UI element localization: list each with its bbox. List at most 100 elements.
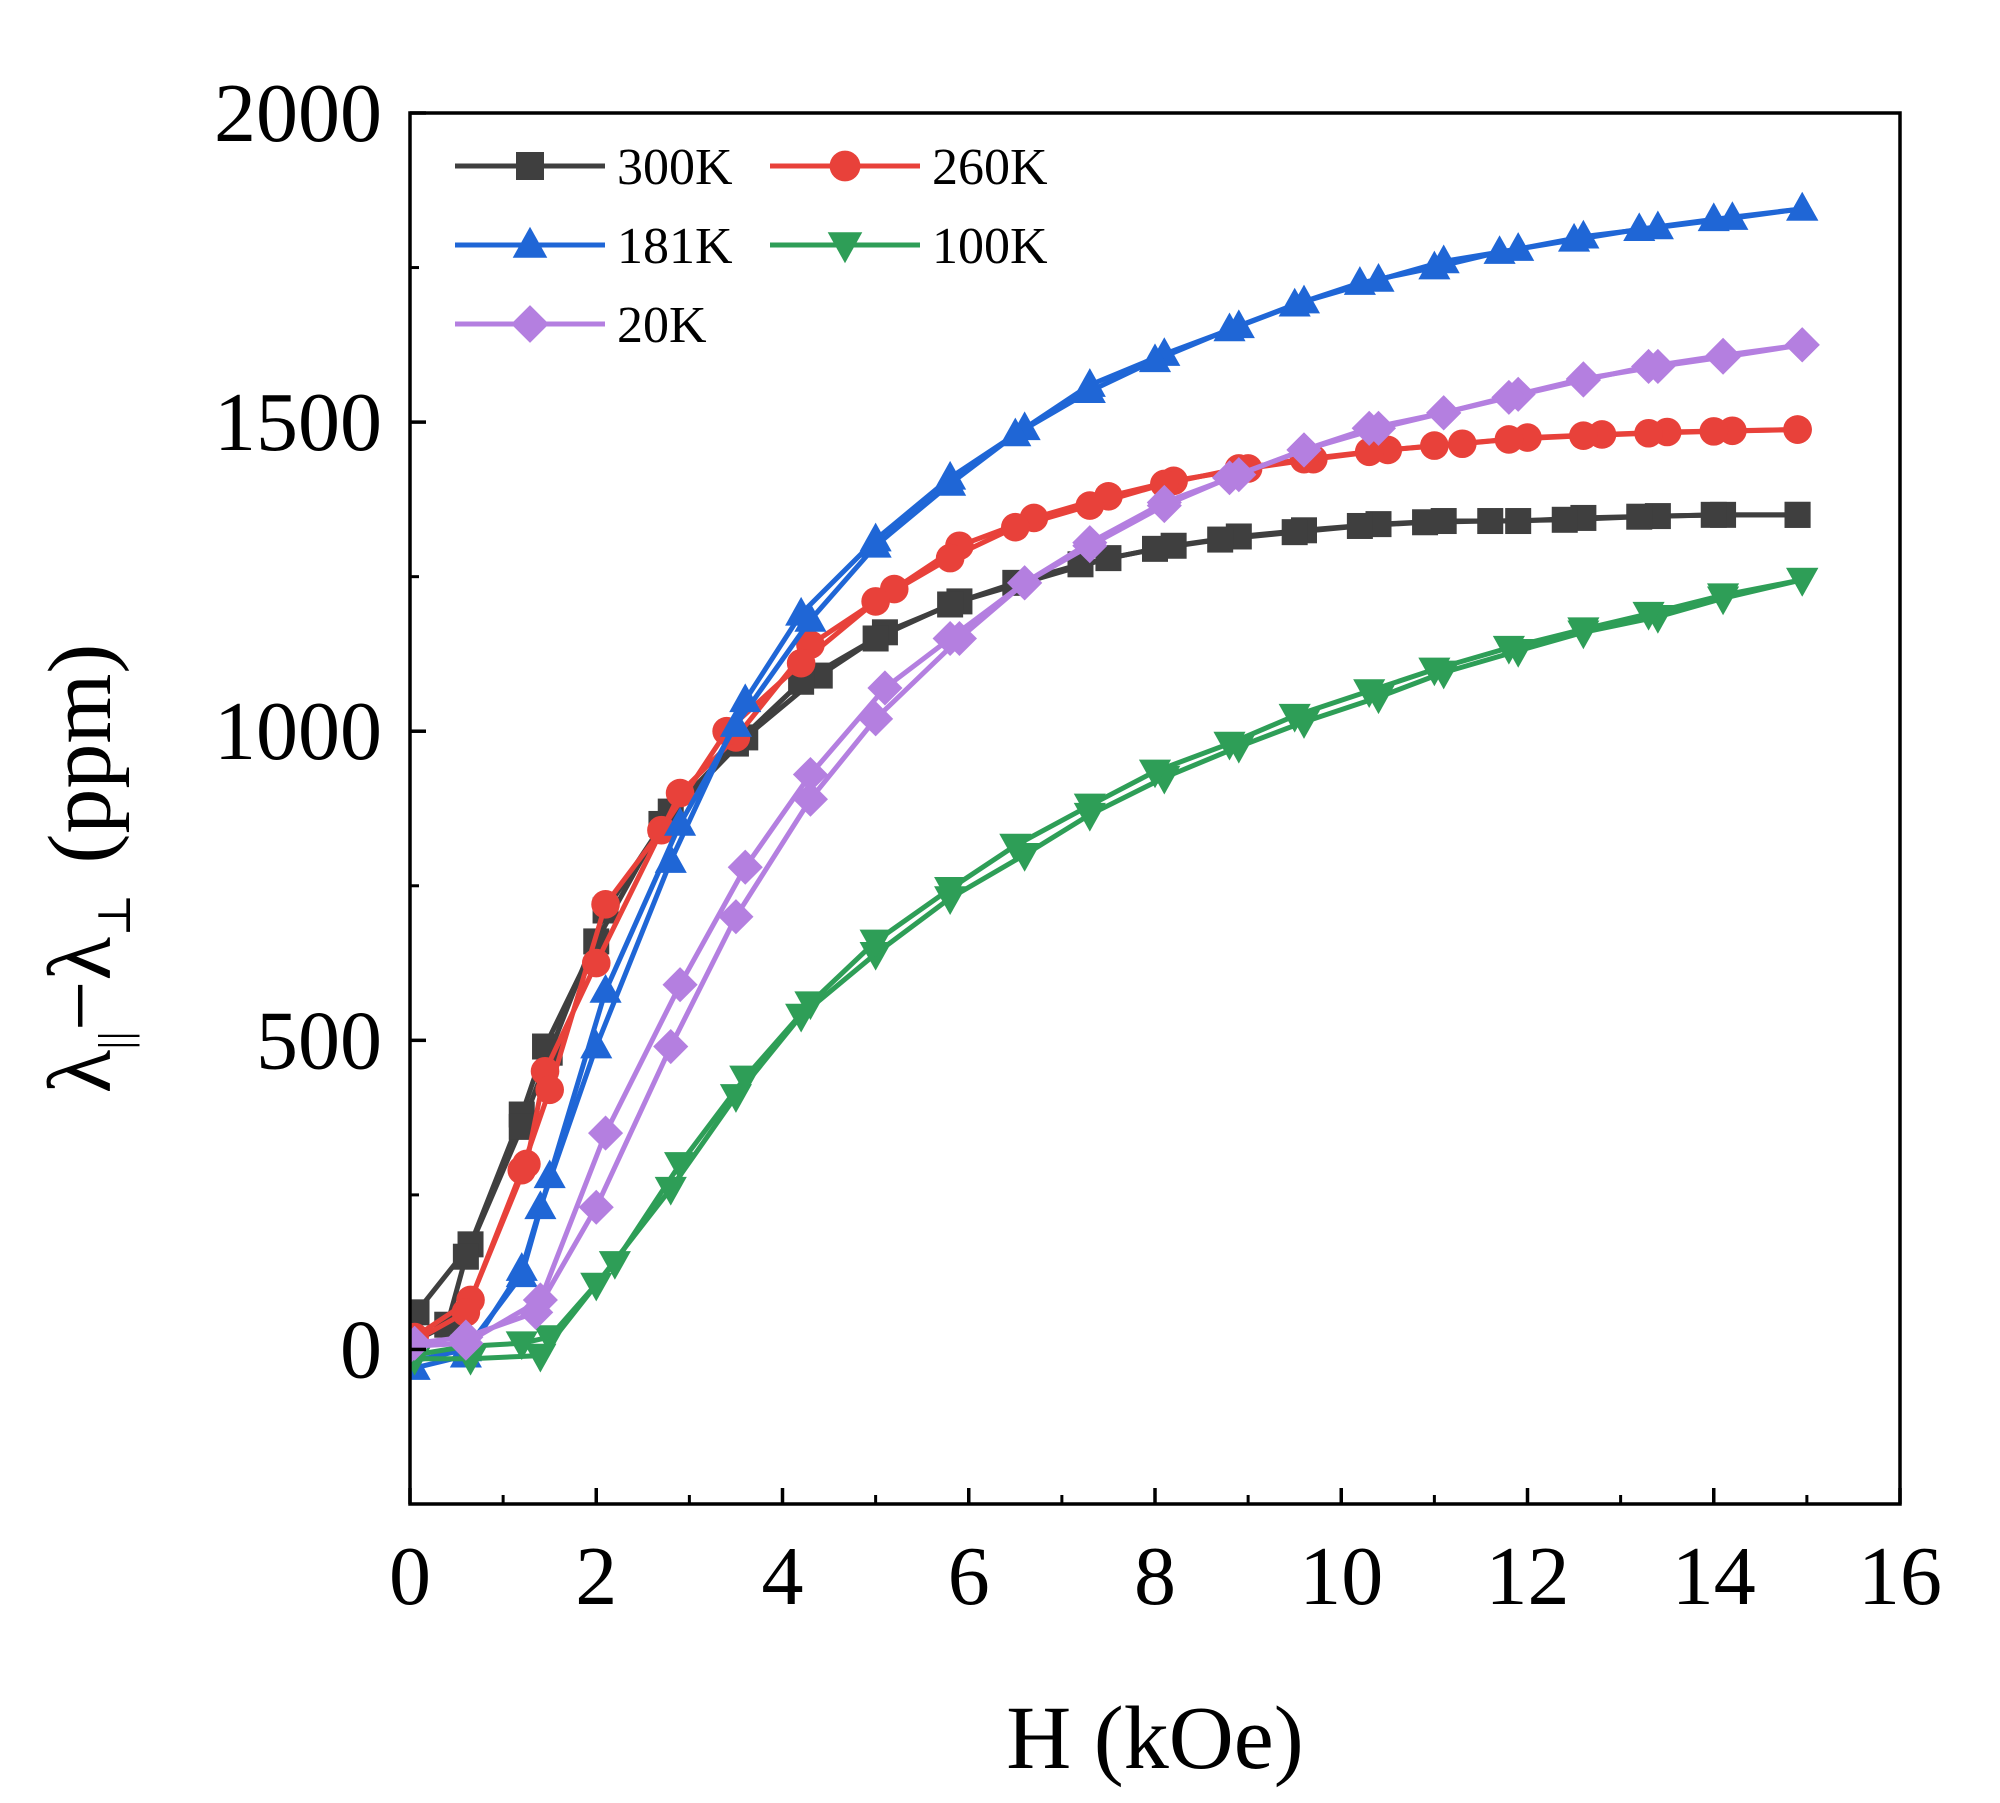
data-point-20K	[727, 849, 763, 885]
data-point-181K	[1418, 250, 1451, 280]
data-point-181K	[505, 1258, 538, 1288]
data-point-260K	[1150, 469, 1179, 499]
data-point-300K	[1346, 512, 1373, 539]
data-point-181K	[1213, 312, 1246, 342]
data-point-100K	[664, 1152, 697, 1181]
data-point-20K	[578, 1189, 614, 1225]
data-point-300K	[452, 1243, 479, 1270]
data-point-300K	[862, 625, 889, 652]
data-point-20K	[792, 781, 828, 817]
data-point-20K	[718, 899, 754, 935]
data-point-181K	[1502, 232, 1535, 261]
data-point-20K	[932, 620, 968, 657]
series-100K	[410, 567, 1819, 1376]
legend-label-260K: 260K	[932, 139, 1048, 196]
data-point-300K	[1700, 501, 1727, 528]
data-point-300K	[1142, 535, 1168, 562]
data-point-20K	[1565, 362, 1601, 398]
data-point-20K	[1146, 488, 1182, 524]
data-point-20K	[448, 1325, 484, 1361]
data-point-181K	[859, 528, 892, 558]
data-point-20K	[1784, 327, 1820, 363]
data-point-20K	[1491, 379, 1527, 415]
x-tick-label: 8	[1134, 1530, 1176, 1623]
x-tick-label: 10	[1299, 1530, 1383, 1623]
data-point-260K	[581, 948, 611, 978]
data-point-300K	[1412, 509, 1439, 536]
legend-label-181K: 181K	[617, 218, 733, 275]
data-point-181K	[589, 973, 622, 1003]
data-point-260K	[507, 1155, 537, 1185]
data-point-100K	[1418, 657, 1451, 687]
x-tick-label: 16	[1858, 1530, 1942, 1623]
x-axis-title: H (kOe)	[1006, 1689, 1303, 1788]
data-point-300K	[937, 591, 964, 618]
data-point-100K	[1786, 567, 1819, 597]
data-point-100K	[1492, 635, 1525, 665]
series-20K	[410, 327, 1820, 1364]
data-point-260K	[1783, 415, 1812, 444]
data-point-181K	[1697, 202, 1730, 232]
series-line-100K-down	[410, 577, 1803, 1359]
data-point-181K	[794, 603, 827, 632]
legend-label-20K: 20K	[617, 297, 707, 354]
data-point-20K	[653, 1028, 689, 1065]
data-point-181K	[580, 1029, 613, 1059]
x-tick-label: 6	[948, 1530, 990, 1623]
legend-label-300K: 300K	[617, 139, 733, 196]
data-point-260K	[1001, 512, 1030, 542]
data-point-100K	[999, 833, 1032, 863]
series-line-181K-down	[410, 206, 1803, 1365]
data-point-20K	[867, 670, 903, 706]
y-title-minus: −	[31, 981, 130, 1032]
legend-marker-300K	[516, 152, 544, 180]
data-point-181K	[524, 1190, 557, 1220]
data-point-100K	[533, 1325, 566, 1354]
data-point-260K	[1075, 491, 1105, 520]
y-tick-label: 2000	[214, 67, 382, 160]
data-point-260K	[861, 587, 890, 616]
legend-item-20K: 20K	[455, 297, 707, 354]
data-point-181K	[533, 1159, 566, 1189]
data-point-300K	[1207, 526, 1234, 553]
data-point-100K	[654, 1176, 687, 1206]
data-point-100K	[598, 1251, 631, 1280]
data-point-100K	[1213, 731, 1246, 761]
data-point-20K	[792, 756, 828, 793]
data-point-20K	[1072, 528, 1108, 564]
y-tick-label: 1000	[214, 685, 382, 778]
data-point-20K	[1631, 348, 1667, 385]
data-point-20K	[588, 1115, 624, 1151]
data-point-20K	[522, 1282, 558, 1318]
data-point-260K	[1634, 418, 1663, 448]
data-point-260K	[1699, 417, 1729, 446]
data-point-300K	[1505, 508, 1532, 535]
data-point-260K	[1448, 429, 1477, 459]
data-point-300K	[1551, 506, 1578, 533]
data-point-260K	[665, 778, 695, 808]
legend-item-260K: 260K	[770, 139, 1048, 196]
data-point-260K	[451, 1298, 481, 1327]
data-point-20K	[1426, 395, 1462, 431]
data-point-20K	[1351, 410, 1387, 446]
data-point-181K	[934, 467, 967, 496]
legend-marker-100K	[827, 232, 863, 264]
data-point-181K	[1558, 222, 1591, 252]
data-point-20K	[1286, 432, 1322, 468]
y-tick-label: 0	[340, 1303, 382, 1396]
data-point-260K	[591, 890, 620, 919]
data-point-181K	[664, 807, 697, 836]
data-point-181K	[654, 844, 687, 873]
data-point-181K	[1138, 343, 1172, 373]
legend-marker-20K	[511, 305, 549, 343]
y-title-lambda2: λ	[31, 937, 130, 981]
data-point-20K	[858, 701, 894, 737]
y-tick-label: 1500	[214, 376, 382, 469]
data-point-260K	[1494, 425, 1524, 454]
data-point-100K	[1567, 617, 1600, 647]
tick-layer: 0 2 4 6 8 10 12 14 16 0 500 1000 1500 2000	[214, 67, 1942, 1623]
series-line-260K-down	[410, 427, 1798, 1346]
data-point-181K	[999, 417, 1032, 447]
y-axis-title: λ||−λ⊥(ppm)	[31, 644, 140, 1094]
